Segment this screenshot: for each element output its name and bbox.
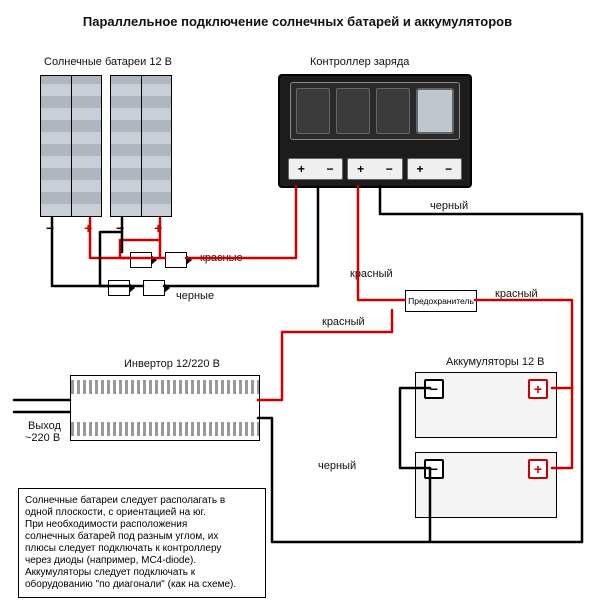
label-voltage: ~220 В [25,432,60,444]
wire-label-red-2: красный [495,288,538,300]
terminal-group-pv: +− [288,158,343,180]
wire-label-red-3: красный [322,316,365,328]
terminal-group-load: +− [407,158,462,180]
note-line-3: солнечных батарей под разным углом, их [25,531,259,543]
battery1-neg: − [424,379,444,399]
controller-screen [416,88,454,134]
wire-label-black-2: черный [318,460,356,472]
wire-label-blacks: черные [176,290,214,302]
battery-1: − + [415,372,557,438]
diagram-title: Параллельное подключение солнечных батар… [0,14,595,29]
panel1-plus: + [84,222,92,238]
panel2-plus: + [154,222,162,238]
battery2-pos: + [528,459,548,479]
note-line-2: При необходимости расположения [25,519,259,531]
controller-indicator-1 [296,88,330,134]
label-output: Выход [28,420,61,432]
panel2-minus: − [116,222,124,238]
inverter-vents-top [71,380,259,394]
note-box: Солнечные батареи следует располагать в … [18,488,266,598]
solar-panel-2 [110,75,172,217]
mc4-connector-red-1 [130,252,152,268]
note-line-0: Солнечные батареи следует располагать в [25,495,259,507]
battery1-pos: + [528,379,548,399]
note-line-7: оборудованию "по диагонали" (как на схем… [25,579,259,591]
label-inverter: Инвертор 12/220 В [124,358,220,370]
wire-label-reds: красные [200,252,243,264]
fuse-box: Предохранитель [405,290,477,312]
battery2-neg: − [424,459,444,479]
note-line-6: Аккумуляторы следует подключать к [25,567,259,579]
inverter [70,375,260,441]
note-line-5: через диоды (например, MC4-diode). [25,555,259,567]
mc4-connector-black-1 [108,280,130,296]
label-batteries: Аккумуляторы 12 В [446,356,545,368]
inverter-vents-bottom [71,422,259,436]
wire-label-red-1: красный [350,268,393,280]
controller-panel [290,82,460,140]
charge-controller: +− +− +− [278,74,472,188]
controller-terminals: +− +− +− [288,158,462,180]
panel1-minus: − [46,222,54,238]
label-panels: Солнечные батареи 12 В [44,56,172,68]
wire-label-black-1: черный [430,200,468,212]
terminal-group-batt: +− [347,158,402,180]
controller-indicator-3 [376,88,410,134]
note-line-4: плюсы следует подключать к контроллеру [25,543,259,555]
mc4-connector-red-2 [165,252,187,268]
battery-2: − + [415,452,557,518]
controller-indicator-2 [336,88,370,134]
mc4-connector-black-2 [143,280,165,296]
note-line-1: одной плоскости, с ориентацией на юг. [25,507,259,519]
label-controller: Контроллер заряда [310,56,409,68]
solar-panel-1 [40,75,102,217]
